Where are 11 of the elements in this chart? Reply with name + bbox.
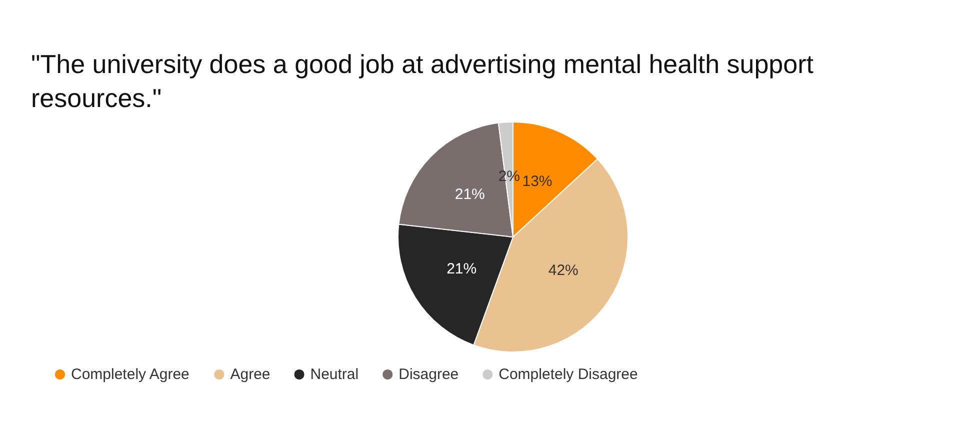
data-label: 2% <box>498 168 520 186</box>
data-label: 13% <box>522 173 552 190</box>
legend-label: Neutral <box>310 366 359 383</box>
data-label: 42% <box>548 262 578 280</box>
legend-label: Disagree <box>398 366 459 383</box>
chart-title: "The university does a good job at advertising mental health support resources." <box>31 49 821 113</box>
data-label: 21% <box>454 186 485 204</box>
legend-label: Agree <box>230 366 270 383</box>
legend-label: Completely Agree <box>71 366 190 383</box>
data-label: 21% <box>446 260 477 278</box>
legend-label: Completely Disagree <box>498 366 638 383</box>
